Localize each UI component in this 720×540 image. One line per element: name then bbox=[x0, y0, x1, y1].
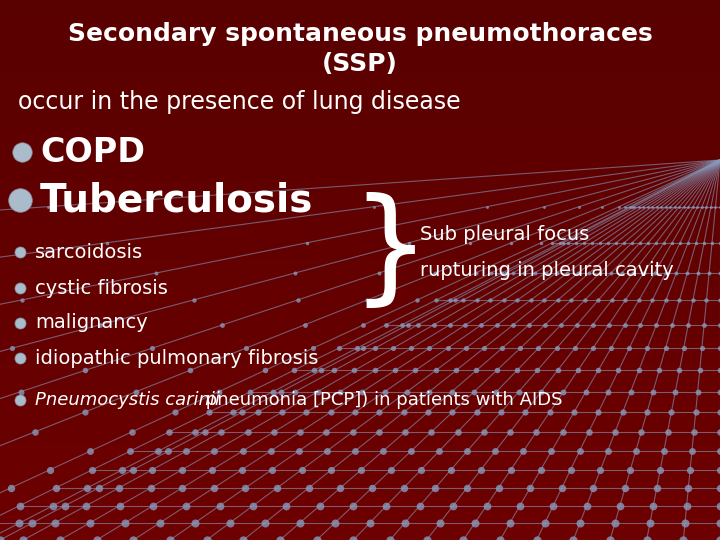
Text: idiopathic pulmonary fibrosis: idiopathic pulmonary fibrosis bbox=[35, 348, 318, 368]
Text: malignancy: malignancy bbox=[35, 314, 148, 333]
Text: COPD: COPD bbox=[40, 136, 145, 168]
Text: pneumonia [PCP]) in patients with AIDS: pneumonia [PCP]) in patients with AIDS bbox=[200, 391, 562, 409]
Text: Tuberculosis: Tuberculosis bbox=[40, 181, 313, 219]
Text: cystic fibrosis: cystic fibrosis bbox=[35, 279, 168, 298]
Text: Sub pleural focus: Sub pleural focus bbox=[420, 225, 589, 244]
Text: Pneumocystis carinii: Pneumocystis carinii bbox=[35, 391, 220, 409]
Text: occur in the presence of lung disease: occur in the presence of lung disease bbox=[18, 90, 461, 114]
Text: rupturing in pleural cavity: rupturing in pleural cavity bbox=[420, 261, 674, 280]
Text: Secondary spontaneous pneumothoraces: Secondary spontaneous pneumothoraces bbox=[68, 22, 652, 46]
Text: (SSP): (SSP) bbox=[322, 52, 398, 76]
Text: }: } bbox=[350, 192, 430, 313]
Text: sarcoidosis: sarcoidosis bbox=[35, 242, 143, 261]
